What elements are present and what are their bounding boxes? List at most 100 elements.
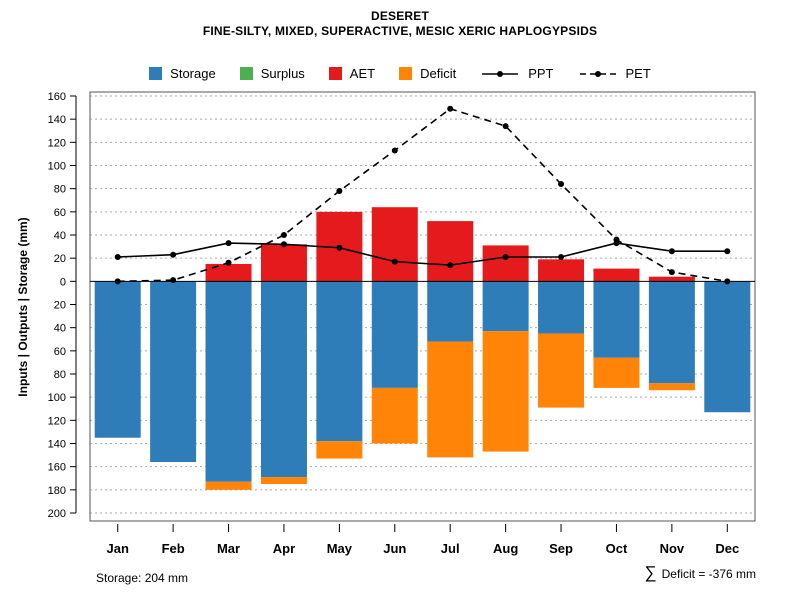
marker-ppt-may — [336, 244, 343, 251]
y-tick-label: 120 — [48, 137, 66, 149]
bar-aet-jun — [371, 207, 418, 282]
chart-title: DESERET — [370, 9, 430, 23]
marker-ppt-jan — [114, 254, 121, 261]
month-label-sep: Sep — [549, 541, 573, 556]
month-label-feb: Feb — [162, 541, 185, 556]
bar-storage-dec — [704, 281, 751, 413]
bar-deficit-aug — [482, 331, 529, 452]
bar-storage-oct — [593, 281, 640, 358]
y-tick-label: 80 — [54, 369, 66, 381]
legend-item-deficit: Deficit — [399, 66, 456, 81]
y-tick-label: 100 — [48, 161, 66, 173]
month-label-jan: Jan — [107, 541, 129, 556]
bar-deficit-sep — [538, 333, 585, 408]
line-ppt — [117, 242, 728, 266]
legend-label-deficit: Deficit — [420, 66, 457, 81]
y-tick-label: 100 — [48, 392, 66, 404]
marker-pet-oct — [613, 236, 620, 243]
y-tick-label: 60 — [54, 207, 66, 219]
bar-deficit-nov — [648, 383, 695, 391]
legend-item-pet: PET — [578, 66, 651, 81]
bar-storage-feb — [150, 281, 197, 463]
legend-item-ppt: PPT — [480, 66, 554, 81]
y-tick-label: 160 — [48, 91, 66, 103]
storage-total-label: Storage: 204 mm — [96, 571, 189, 585]
legend-item-aet: AET — [328, 66, 375, 81]
y-tick-label: 160 — [48, 462, 66, 474]
bar-aet-nov — [648, 276, 695, 282]
month-label-dec: Dec — [715, 541, 739, 556]
legend-item-surplus: Surplus — [239, 66, 305, 81]
y-tick-label: 40 — [54, 323, 66, 335]
marker-ppt-apr — [280, 241, 287, 248]
month-label-apr: Apr — [273, 541, 295, 556]
y-tick-label: 140 — [48, 439, 66, 451]
marker-ppt-jul — [447, 262, 454, 269]
bar-aet-oct — [593, 268, 640, 282]
legend-swatch-surplus — [239, 67, 253, 80]
bar-storage-jan — [94, 281, 141, 438]
marker-ppt-sep — [558, 254, 565, 261]
y-tick-label: 80 — [54, 184, 66, 196]
month-label-jun: Jun — [383, 541, 406, 556]
marker-ppt-dec — [724, 248, 731, 255]
legend-swatch-ppt — [482, 70, 519, 77]
marker-ppt-aug — [502, 254, 509, 261]
bar-deficit-jun — [371, 387, 418, 444]
y-tick-label: 40 — [54, 230, 66, 242]
bar-deficit-apr — [260, 477, 307, 485]
marker-pet-nov — [668, 269, 675, 276]
legend-swatch-pet — [579, 70, 616, 77]
y-tick-label: 180 — [48, 485, 66, 497]
bar-storage-may — [316, 281, 363, 442]
bar-storage-mar — [205, 281, 252, 482]
bar-deficit-jul — [427, 341, 474, 458]
month-label-mar: Mar — [217, 541, 240, 556]
legend-item-storage: Storage — [149, 66, 216, 81]
y-tick-label: 20 — [54, 300, 66, 312]
month-label-oct: Oct — [606, 541, 628, 556]
marker-ppt-feb — [170, 251, 177, 258]
chart-legend: Storage Surplus AET Deficit PPT PET — [0, 66, 800, 81]
sum-icon: ∑ — [644, 563, 657, 582]
y-tick-label: 140 — [48, 114, 66, 126]
legend-swatch-deficit — [399, 67, 413, 80]
marker-pet-dec — [724, 278, 731, 285]
marker-ppt-nov — [668, 248, 675, 255]
bar-aet-mar — [205, 263, 252, 282]
legend-label-pet: PET — [625, 66, 651, 81]
marker-pet-aug — [502, 123, 509, 130]
marker-pet-sep — [558, 181, 565, 188]
legend-label-ppt: PPT — [528, 66, 554, 81]
y-tick-label: 120 — [48, 415, 66, 427]
month-label-may: May — [327, 541, 353, 556]
bar-storage-apr — [260, 281, 307, 478]
month-label-nov: Nov — [660, 541, 685, 556]
marker-pet-jul — [447, 105, 454, 112]
marker-pet-jun — [391, 147, 398, 154]
bar-deficit-may — [316, 441, 363, 459]
y-tick-label: 20 — [54, 253, 66, 265]
marker-pet-jan — [114, 278, 121, 285]
bar-aet-jul — [427, 221, 474, 282]
marker-pet-feb — [170, 277, 177, 284]
bar-storage-jun — [371, 281, 418, 388]
marker-ppt-mar — [225, 240, 232, 247]
bar-storage-sep — [538, 281, 585, 334]
marker-pet-apr — [280, 232, 287, 238]
bar-aet-apr — [260, 244, 307, 282]
y-tick-label: 200 — [48, 508, 66, 520]
bar-storage-aug — [482, 281, 529, 332]
bar-aet-sep — [538, 259, 585, 282]
bar-storage-nov — [648, 281, 695, 384]
y-tick-label: 60 — [54, 346, 66, 358]
legend-swatch-aet — [328, 67, 342, 80]
month-label-jul: Jul — [441, 541, 460, 556]
deficit-total-text: Deficit = -376 mm — [661, 567, 756, 581]
bar-aet-aug — [482, 245, 529, 282]
marker-ppt-jun — [391, 258, 398, 265]
chart-subtitle: FINE-SILTY, MIXED, SUPERACTIVE, MESIC XE… — [202, 24, 598, 38]
legend-label-surplus: Surplus — [260, 66, 305, 81]
